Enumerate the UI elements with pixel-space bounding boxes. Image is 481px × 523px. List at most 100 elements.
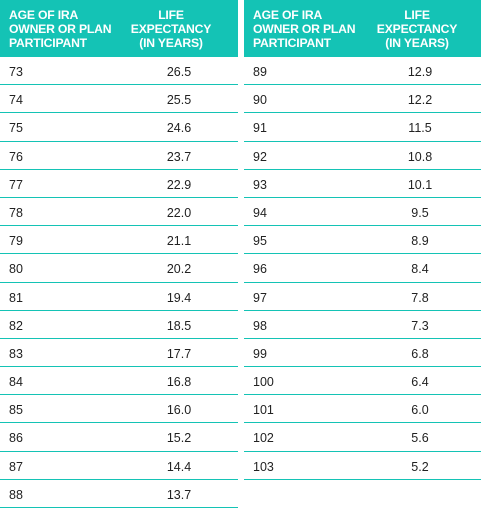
age-cell: 78 xyxy=(9,205,23,220)
life-expectancy-cell: 18.5 xyxy=(166,318,192,333)
header-life-expectancy-column: LIFE EXPECTANCY (IN YEARS) xyxy=(376,8,458,50)
age-cell: 82 xyxy=(9,318,23,333)
table-row: 98 7.3 xyxy=(244,311,481,339)
life-expectancy-cell: 17.7 xyxy=(166,346,192,361)
life-expectancy-cell: 19.4 xyxy=(166,290,192,305)
life-expectancy-cell: 16.8 xyxy=(166,375,192,390)
life-expectancy-cell: 5.2 xyxy=(411,459,429,474)
life-expectancy-cell: 12.9 xyxy=(407,65,433,79)
table-row: 97 7.8 xyxy=(244,283,481,311)
table-row: 84 16.8 xyxy=(0,367,238,396)
age-cell: 98 xyxy=(253,318,267,333)
table-row: 91 11.5 xyxy=(244,113,481,142)
age-cell: 77 xyxy=(9,177,23,192)
table-row: 87 14.4 xyxy=(0,452,238,480)
table-row: 96 8.4 xyxy=(244,254,481,283)
life-expectancy-cell: 6.0 xyxy=(411,403,429,418)
table-row: 99 6.8 xyxy=(244,339,481,368)
table-header: AGE OF IRA OWNER OR PLAN PARTICIPANT LIF… xyxy=(0,0,238,57)
age-cell: 74 xyxy=(9,93,23,108)
header-life-expectancy-column: LIFE EXPECTANCY (IN YEARS) xyxy=(130,8,212,50)
age-cell: 88 xyxy=(9,487,23,502)
header-age-column: AGE OF IRA OWNER OR PLAN PARTICIPANT xyxy=(253,8,356,50)
life-expectancy-cell: 7.8 xyxy=(411,290,429,305)
life-expectancy-table-left: AGE OF IRA OWNER OR PLAN PARTICIPANT LIF… xyxy=(0,0,238,508)
table-row: 83 17.7 xyxy=(0,339,238,368)
age-cell: 76 xyxy=(9,149,23,164)
life-expectancy-cell: 25.5 xyxy=(166,93,192,108)
table-row: 81 19.4 xyxy=(0,283,238,311)
age-cell: 87 xyxy=(9,459,23,474)
table-row: 86 15.2 xyxy=(0,423,238,452)
table-row: 95 8.9 xyxy=(244,226,481,255)
age-cell: 84 xyxy=(9,375,23,390)
table-row: 88 13.7 xyxy=(0,480,238,508)
age-cell: 73 xyxy=(9,65,23,79)
life-expectancy-cell: 24.6 xyxy=(166,121,192,136)
life-expectancy-cell: 23.7 xyxy=(166,149,192,164)
age-cell: 79 xyxy=(9,234,23,249)
age-cell: 91 xyxy=(253,121,267,136)
age-cell: 83 xyxy=(9,346,23,361)
table-row: 78 22.0 xyxy=(0,198,238,227)
life-expectancy-cell: 21.1 xyxy=(166,234,192,249)
age-cell: 94 xyxy=(253,205,267,220)
life-expectancy-cell: 10.1 xyxy=(407,177,433,192)
life-expectancy-cell: 9.5 xyxy=(411,205,429,220)
life-expectancy-cell: 12.2 xyxy=(407,93,433,108)
life-expectancy-cell: 6.8 xyxy=(411,346,429,361)
life-expectancy-cell: 14.4 xyxy=(166,459,192,474)
table-row: 100 6.4 xyxy=(244,367,481,396)
header-age-column: AGE OF IRA OWNER OR PLAN PARTICIPANT xyxy=(9,8,112,50)
table-row: 85 16.0 xyxy=(0,395,238,424)
life-expectancy-cell: 20.2 xyxy=(166,262,192,277)
table-row: 89 12.9 xyxy=(244,57,481,86)
table-row: 93 10.1 xyxy=(244,170,481,198)
age-cell: 80 xyxy=(9,262,23,277)
life-expectancy-cell: 8.4 xyxy=(411,262,429,277)
table-row: 75 24.6 xyxy=(0,113,238,142)
life-expectancy-cell: 11.5 xyxy=(408,121,432,136)
age-cell: 103 xyxy=(253,459,274,474)
age-cell: 95 xyxy=(253,234,267,249)
age-cell: 99 xyxy=(253,346,267,361)
life-expectancy-cell: 15.2 xyxy=(166,431,192,446)
age-cell: 89 xyxy=(253,65,267,79)
age-cell: 86 xyxy=(9,431,23,446)
table-row: 90 12.2 xyxy=(244,85,481,114)
age-cell: 97 xyxy=(253,290,267,305)
age-cell: 90 xyxy=(253,93,267,108)
age-cell: 102 xyxy=(253,431,274,446)
table-row: 82 18.5 xyxy=(0,311,238,339)
table-row: 92 10.8 xyxy=(244,142,481,170)
table-row: 73 26.5 xyxy=(0,57,238,86)
table-row: 80 20.2 xyxy=(0,254,238,283)
table-row: 103 5.2 xyxy=(244,452,481,480)
life-expectancy-cell: 10.8 xyxy=(407,149,433,164)
life-expectancy-cell: 7.3 xyxy=(411,318,429,333)
age-cell: 85 xyxy=(9,403,23,418)
table-body: 89 12.9 90 12.2 91 11.5 92 10.8 93 10.1 94 9.5 95 8.9… xyxy=(244,57,481,480)
age-cell: 100 xyxy=(253,375,274,390)
life-expectancy-cell: 6.4 xyxy=(411,375,429,390)
life-expectancy-cell: 5.6 xyxy=(411,431,429,446)
age-cell: 93 xyxy=(253,177,267,192)
table-row: 94 9.5 xyxy=(244,198,481,227)
table-row: 76 23.7 xyxy=(0,142,238,170)
table-body: 73 26.5 74 25.5 75 24.6 76 23.7 77 22.9 78 22.0 79 21… xyxy=(0,57,238,508)
life-expectancy-cell: 13.7 xyxy=(166,487,192,502)
table-row: 79 21.1 xyxy=(0,226,238,255)
life-expectancy-cell: 16.0 xyxy=(166,403,192,418)
table-row: 101 6.0 xyxy=(244,395,481,424)
age-cell: 75 xyxy=(9,121,23,136)
life-expectancy-cell: 22.9 xyxy=(166,177,192,192)
age-cell: 92 xyxy=(253,149,267,164)
age-cell: 96 xyxy=(253,262,267,277)
life-expectancy-cell: 22.0 xyxy=(166,205,192,220)
table-row: 77 22.9 xyxy=(0,170,238,198)
age-cell: 101 xyxy=(253,403,274,418)
life-expectancy-cell: 26.5 xyxy=(166,65,192,79)
table-header: AGE OF IRA OWNER OR PLAN PARTICIPANT LIF… xyxy=(244,0,481,57)
table-row: 74 25.5 xyxy=(0,85,238,114)
table-row: 102 5.6 xyxy=(244,423,481,452)
